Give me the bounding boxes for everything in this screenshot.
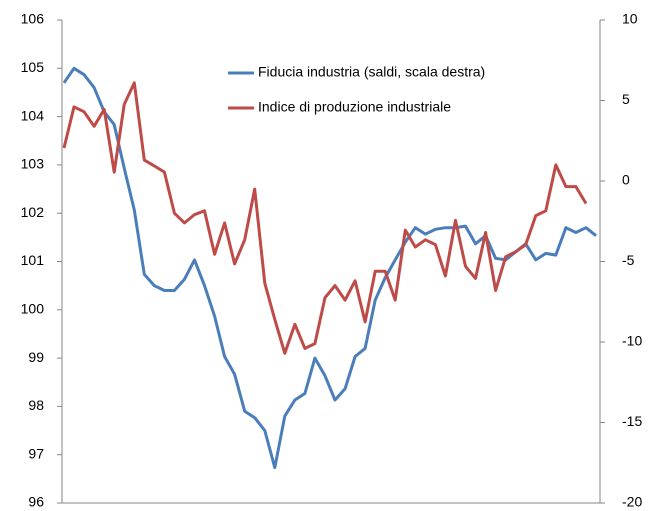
y-tick-label: 97 [28, 445, 44, 461]
y2-tick-label: 10 [622, 11, 638, 27]
y-tick-label: 103 [21, 156, 45, 172]
y2-tick-label: 0 [622, 172, 630, 188]
y-tick-label: 99 [28, 349, 44, 365]
y-tick-label: 98 [28, 397, 44, 413]
y-tick-label: 96 [28, 494, 44, 510]
y-tick-label: 100 [21, 301, 45, 317]
y-tick-label: 104 [21, 107, 45, 123]
y2-tick-label: -15 [622, 413, 642, 429]
y2-tick-label: -5 [622, 252, 635, 268]
y-tick-label: 101 [21, 252, 45, 268]
series-line [62, 81, 588, 355]
y-tick-label: 102 [21, 204, 45, 220]
y2-tick-label: -20 [622, 494, 642, 510]
y-tick-label: 106 [21, 11, 45, 27]
y2-tick-label: -10 [622, 333, 642, 349]
series-line [62, 66, 597, 470]
y-tick-label: 105 [21, 59, 45, 75]
legend-label: Fiducia industria (saldi, scala destra) [258, 64, 485, 80]
y2-tick-label: 5 [622, 91, 630, 107]
legend-label: Indice di produzione industriale [258, 99, 451, 115]
